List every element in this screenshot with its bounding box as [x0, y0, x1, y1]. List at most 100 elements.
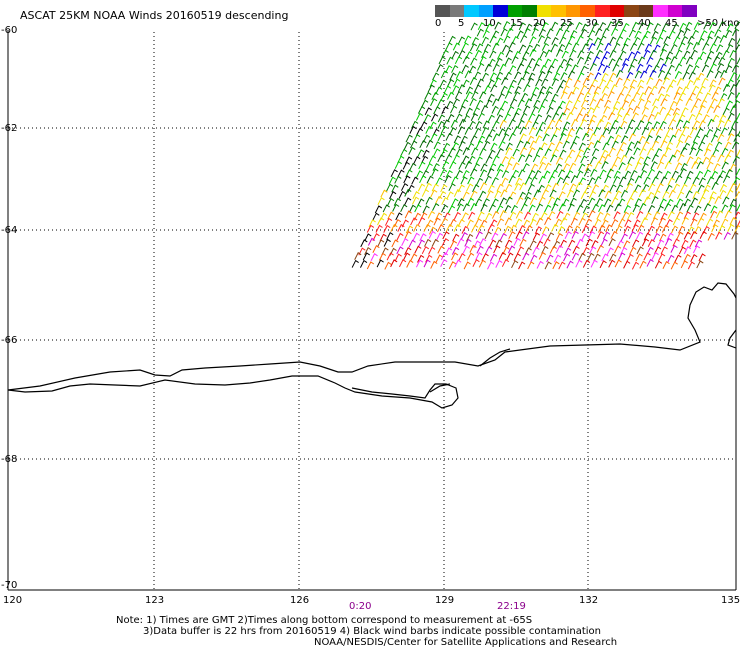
wind-barb	[556, 176, 564, 185]
wind-barb	[477, 22, 486, 31]
colorbar-swatch	[435, 5, 450, 17]
wind-barb	[594, 176, 602, 185]
wind-barb	[528, 57, 536, 66]
wind-barb	[466, 219, 474, 228]
wind-barb	[430, 189, 438, 198]
wind-barb	[505, 147, 513, 156]
wind-barb	[650, 85, 658, 94]
wind-barb	[419, 175, 427, 184]
wind-barb	[529, 36, 537, 45]
colorbar-swatch	[536, 5, 552, 17]
wind-barb	[470, 190, 478, 199]
wind-barb	[661, 224, 670, 233]
wind-barb	[656, 205, 664, 214]
wind-barb	[623, 37, 631, 46]
wind-barb	[706, 176, 715, 185]
wind-barb	[491, 210, 500, 219]
wind-barb	[703, 21, 711, 30]
wind-barb	[720, 127, 728, 136]
wind-barb	[591, 203, 599, 212]
wind-barb	[566, 21, 574, 30]
time-marker: 22:19	[497, 601, 526, 612]
wind-barb	[449, 240, 458, 249]
wind-barb	[722, 83, 731, 92]
wind-barb	[536, 260, 544, 269]
wind-barb	[492, 98, 500, 107]
wind-barb	[351, 259, 359, 268]
wind-barb	[449, 218, 457, 227]
wind-barb	[492, 42, 500, 51]
wind-barb	[655, 78, 663, 87]
wind-barb	[576, 170, 584, 179]
wind-barb	[618, 218, 626, 227]
wind-barb	[532, 232, 541, 241]
wind-barb	[639, 169, 648, 178]
wind-barb	[722, 196, 730, 205]
wind-barb	[717, 98, 725, 107]
wind-barb	[487, 79, 495, 88]
wind-barb	[503, 113, 511, 122]
wind-barb	[559, 239, 567, 248]
wind-barb	[475, 231, 483, 240]
wind-barb	[686, 41, 694, 50]
wind-barb	[734, 224, 740, 233]
wind-barb	[413, 133, 421, 142]
wind-barb	[561, 50, 569, 59]
wind-barb	[719, 34, 727, 43]
wind-barb	[614, 203, 622, 212]
wind-barb	[602, 27, 610, 36]
wind-barb	[555, 48, 564, 57]
wind-barb	[524, 98, 533, 107]
wind-barb	[702, 42, 710, 51]
wind-barb	[645, 134, 653, 143]
wind-barb	[452, 42, 461, 51]
wind-barb	[647, 113, 655, 122]
wind-barb	[391, 239, 399, 248]
wind-barb	[415, 170, 424, 179]
wind-barb	[713, 104, 721, 113]
wind-barb	[632, 127, 640, 135]
wind-barb	[483, 43, 492, 52]
wind-barb	[538, 196, 546, 205]
wind-barb	[551, 112, 560, 121]
wind-barb	[367, 237, 376, 246]
wind-barb	[454, 56, 463, 65]
wind-barb	[579, 198, 588, 207]
colorbar-swatch	[580, 5, 596, 17]
wind-barb	[484, 175, 492, 184]
wind-barb	[658, 217, 666, 226]
wind-barb	[423, 223, 431, 232]
wind-barb	[487, 184, 495, 193]
wind-barb	[456, 203, 464, 212]
wind-barb	[535, 135, 543, 144]
wind-barb	[642, 184, 650, 192]
wind-barb	[374, 205, 383, 214]
wind-barb	[565, 100, 573, 109]
wind-barb	[366, 224, 375, 233]
wind-barb	[573, 79, 581, 88]
wind-barb	[715, 210, 724, 219]
wind-barb	[697, 72, 705, 81]
wind-barb	[412, 232, 420, 241]
wind-barb	[663, 203, 672, 211]
wind-barb	[417, 198, 425, 207]
wind-barb	[540, 142, 548, 151]
wind-barb	[697, 184, 705, 193]
wind-barb	[593, 253, 601, 262]
wind-barb	[572, 42, 580, 51]
colorbar-swatch	[522, 5, 537, 17]
wind-barb	[502, 133, 510, 142]
wind-barb	[698, 85, 706, 94]
wind-barb	[698, 196, 706, 205]
wind-barb	[386, 231, 394, 240]
wind-barb	[504, 183, 513, 192]
wind-barb	[393, 219, 402, 227]
wind-barb	[491, 232, 499, 241]
wind-barb	[428, 155, 437, 164]
wind-barb	[519, 182, 527, 191]
wind-barb	[578, 177, 587, 186]
wind-barb	[478, 259, 487, 268]
wind-barb	[613, 245, 622, 254]
wind-barb	[495, 259, 503, 268]
wind-barb	[712, 219, 720, 228]
